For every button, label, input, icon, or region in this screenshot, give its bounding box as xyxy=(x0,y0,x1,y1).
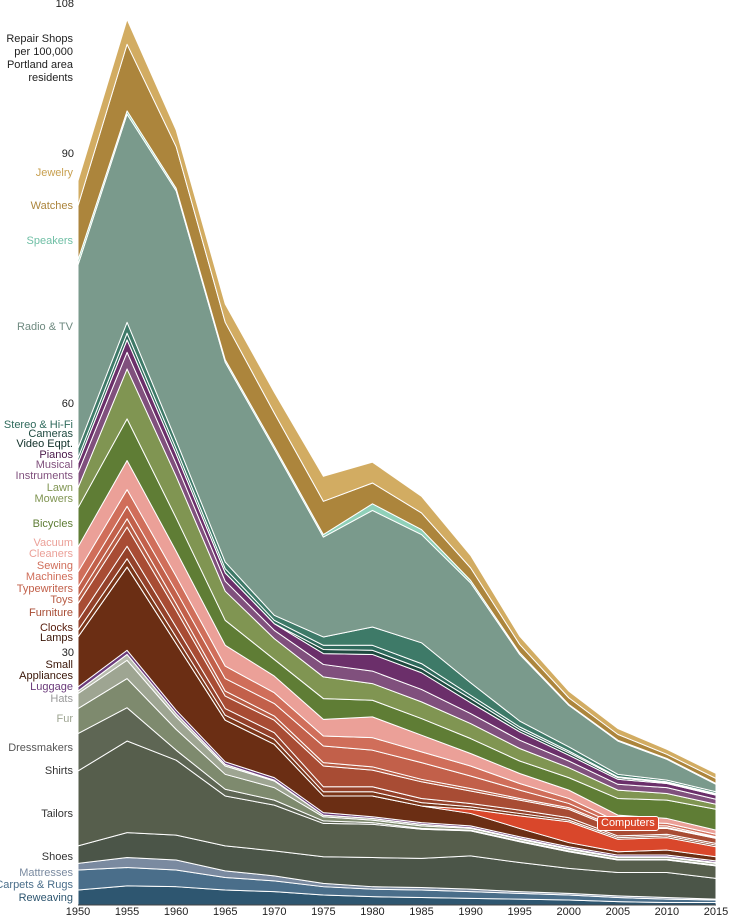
area-label: Computers xyxy=(597,816,659,831)
x-tick-label: 1995 xyxy=(507,906,532,918)
x-tick-label: 1960 xyxy=(163,906,189,918)
legend-label: Vacuum Cleaners xyxy=(28,537,73,560)
legend-label: Lamps xyxy=(39,631,73,644)
x-tick-label: 1990 xyxy=(458,906,483,918)
y-tick-label: 60 xyxy=(61,397,74,410)
legend-label: Typewriters xyxy=(16,582,73,595)
legend-label: Speakers xyxy=(26,234,73,247)
legend-label: Fur xyxy=(56,712,74,725)
legend-label: Shoes xyxy=(41,850,73,863)
y-tick-label: 108 xyxy=(55,0,74,10)
legend-label: Musical Instruments xyxy=(15,459,73,482)
legend-label: Watches xyxy=(30,199,73,212)
x-tick-label: 1965 xyxy=(212,906,238,918)
y-tick-label: 90 xyxy=(61,147,74,160)
x-tick-label: 1970 xyxy=(262,906,287,918)
legend-label: Lawn Mowers xyxy=(34,482,73,505)
x-tick-label: 1985 xyxy=(409,906,434,918)
y-axis-label: Repair Shops per 100,000 Portland area r… xyxy=(6,33,73,84)
x-tick-label: 1955 xyxy=(114,906,140,918)
x-tick-label: 2000 xyxy=(556,906,581,918)
legend-label: Sewing Machines xyxy=(25,560,73,583)
legend-label: Jewelry xyxy=(35,166,73,179)
x-tick-label: 2010 xyxy=(654,906,680,918)
legend-label: Pianos xyxy=(39,448,73,461)
x-tick-label: 2005 xyxy=(605,906,631,918)
legend-label: Reweaving xyxy=(18,891,73,904)
legend-label: Shirts xyxy=(44,764,73,777)
legend-label: Radio & TV xyxy=(16,320,73,333)
legend-label: Mattresses xyxy=(19,866,73,879)
x-tick-label: 1975 xyxy=(311,906,336,918)
x-tick-label: 1950 xyxy=(65,906,91,918)
legend-label: Hats xyxy=(50,692,73,705)
legend-label: Video Eqpt. xyxy=(16,437,73,450)
x-tick-label: 2015 xyxy=(703,906,729,918)
y-tick-label: 30 xyxy=(61,647,74,660)
legend-label: Carpets & Rugs xyxy=(0,878,73,891)
legend-label: Tailors xyxy=(41,807,73,820)
legend-label: Small Appliances xyxy=(19,659,73,682)
legend-label: Cameras xyxy=(28,427,73,440)
x-tick-label: 1980 xyxy=(360,906,385,918)
area xyxy=(77,18,717,779)
legend-label: Bicycles xyxy=(32,517,73,530)
legend-label: Furniture xyxy=(28,606,73,619)
legend-label: Dressmakers xyxy=(8,741,73,754)
legend-label: Stereo & Hi-Fi xyxy=(3,418,73,431)
legend-label: Toys xyxy=(50,593,73,606)
legend-label: Luggage xyxy=(30,680,73,693)
legend-label: Clocks xyxy=(39,621,73,634)
